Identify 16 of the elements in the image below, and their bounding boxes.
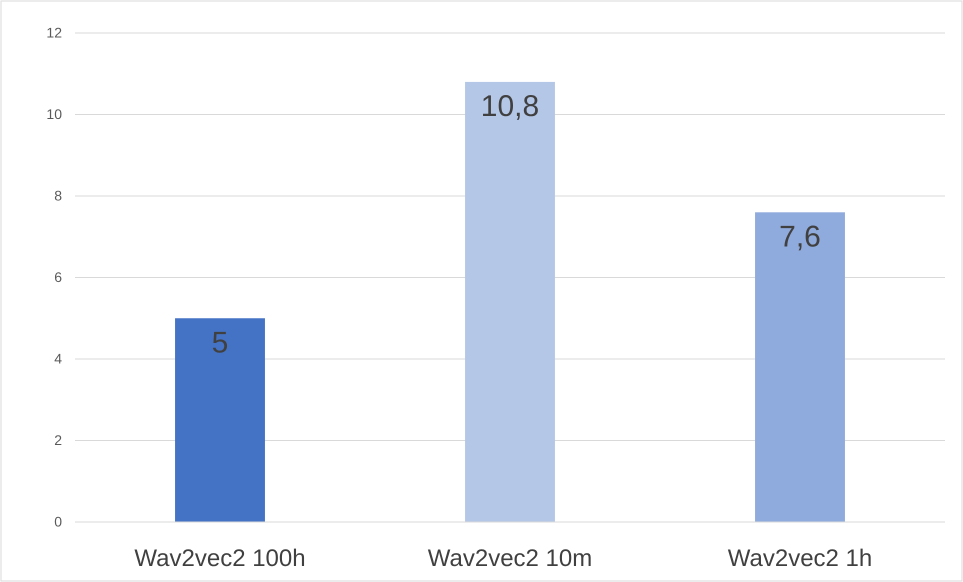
y-tick-label: 10 [46,106,62,122]
data-label: 10,8 [480,90,540,123]
x-tick-label: Wav2vec2 100h [134,545,306,572]
y-tick-label: 6 [54,268,62,285]
y-tick-label: 0 [54,513,62,530]
bar [755,212,845,522]
y-tick-label: 2 [54,432,62,448]
y-tick-label: 8 [54,187,62,204]
data-label: 7,6 [779,220,821,254]
bar [465,82,555,522]
x-tick-label: Wav2vec2 1h [728,545,872,572]
y-tick-label: 4 [54,350,62,366]
bar [175,318,265,522]
data-label: 5 [212,326,228,360]
y-tick-label: 12 [46,24,62,40]
x-tick-label: Wav2vec2 10m [428,545,592,572]
